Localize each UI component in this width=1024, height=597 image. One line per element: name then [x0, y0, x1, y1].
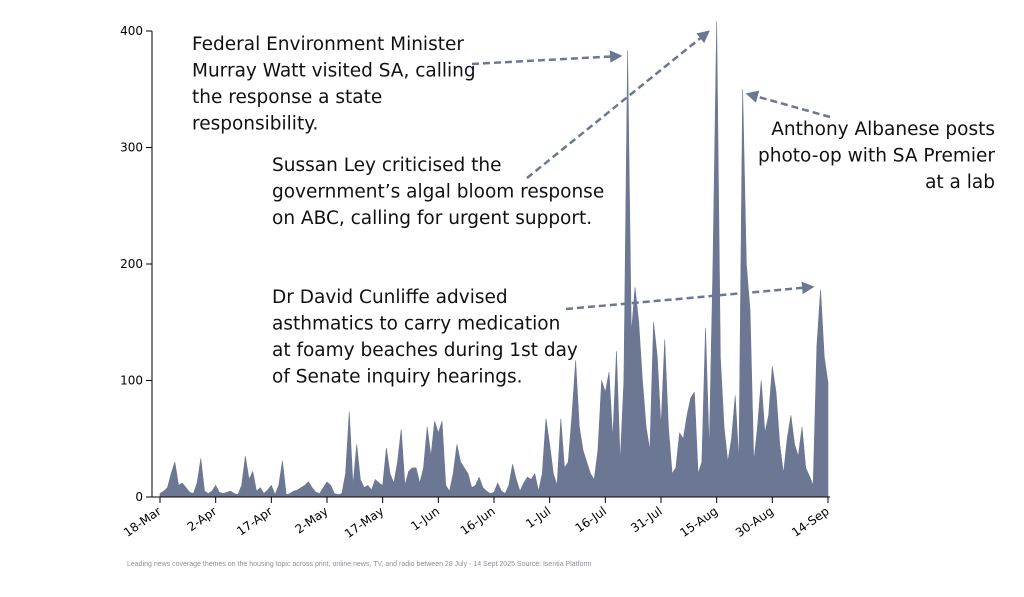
x-tick-label: 2-May — [293, 504, 331, 537]
annotation-line: of Senate inquiry hearings. — [272, 367, 523, 388]
annotation-arrow — [565, 281, 815, 311]
annotation-line: Dr David Cunliffe advised — [272, 287, 508, 308]
annotation-line: Murray Watt visited SA, calling — [192, 61, 476, 82]
annotation-line: responsibility. — [192, 114, 318, 135]
y-tick-label: 200 — [120, 257, 143, 271]
x-tick-label: 17-Apr — [234, 504, 275, 539]
x-tick-label: 1-Jun — [408, 504, 442, 533]
annotation-arrow — [745, 90, 831, 119]
annotation-line: Sussan Ley criticised the — [272, 155, 502, 176]
x-tick-label: 2-Apr — [185, 504, 220, 534]
x-tick-label: 15-Aug — [677, 504, 720, 540]
footnote: Leading news coverage themes on the hous… — [127, 561, 592, 568]
annotation-line: asthmatics to carry medication — [272, 314, 560, 335]
annotation-line: at a lab — [925, 172, 995, 193]
annotation-line: Anthony Albanese posts — [771, 119, 995, 140]
x-tick-label: 18-Mar — [121, 504, 164, 540]
annotation-arrow — [526, 30, 710, 179]
y-tick-label: 400 — [120, 24, 143, 38]
x-tick-label: 16-Jul — [573, 504, 609, 535]
x-tick-label: 30-Aug — [733, 504, 776, 540]
annotation-line: at foamy beaches during 1st day — [272, 340, 578, 361]
annotation-line: Federal Environment Minister — [192, 34, 464, 55]
annotation-line: the response a state — [192, 87, 382, 108]
annotation-line: photo-op with SA Premier — [758, 146, 995, 167]
x-tick-label: 1-Jul — [523, 504, 553, 531]
y-tick-label: 0 — [135, 490, 143, 504]
annotation-arrow — [471, 50, 623, 66]
x-tick-label: 16-Jun — [458, 504, 498, 538]
y-tick-label: 300 — [120, 141, 143, 155]
area — [159, 21, 829, 498]
x-tick-label: 17-May — [342, 504, 386, 541]
x-tick-label: 14-Sep — [789, 504, 832, 540]
x-tick-label: 31-Jul — [628, 504, 664, 535]
annotation-line: government’s algal bloom response — [272, 182, 604, 203]
y-tick-label: 100 — [120, 374, 143, 388]
annotation-line: on ABC, calling for urgent support. — [272, 208, 592, 229]
